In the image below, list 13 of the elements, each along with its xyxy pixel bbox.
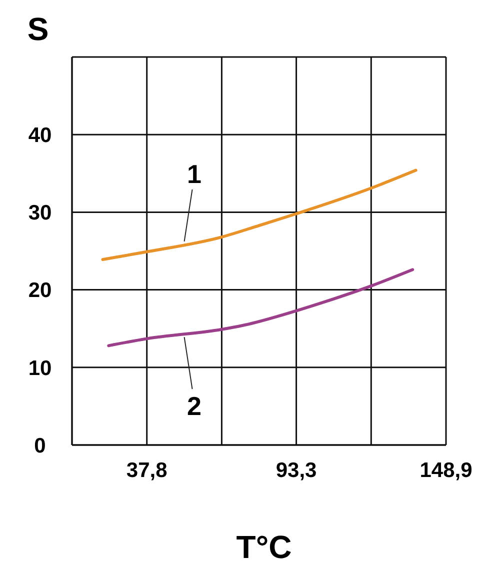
- x-axis-title: T°C: [236, 529, 292, 565]
- y-tick-label: 20: [28, 279, 52, 302]
- x-tick-label: 93,3: [276, 459, 317, 482]
- series-label: 1: [187, 158, 202, 189]
- x-tick-label: 37,8: [126, 459, 168, 482]
- x-tick-label: 148,9: [420, 459, 472, 482]
- y-tick-label: 10: [28, 356, 52, 380]
- y-tick-label: 40: [28, 124, 52, 147]
- line-series: [107, 268, 414, 348]
- text: 2: [187, 391, 202, 422]
- y-tick-label: 0: [34, 434, 46, 458]
- y-axis-title: S: [27, 11, 49, 47]
- y-tick-label: 30: [28, 202, 52, 225]
